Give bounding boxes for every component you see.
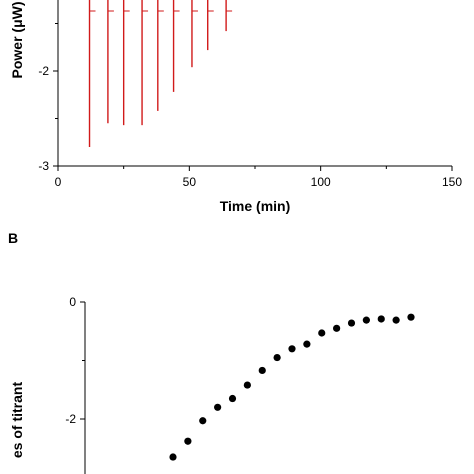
y-tick-label--2: -2 xyxy=(38,64,49,78)
data-point-14 xyxy=(362,316,370,324)
data-point-13 xyxy=(347,319,356,327)
panel-a: 0 50 100 150 -3 -2 Time (min) Power (μW) xyxy=(9,0,462,214)
y-tick-label--3: -3 xyxy=(38,159,49,173)
data-point-2 xyxy=(184,437,192,445)
data-point-9 xyxy=(288,345,296,353)
power-trace xyxy=(88,0,233,147)
panel-a-y-axis-title: Power (μW) xyxy=(9,1,25,78)
data-point-5 xyxy=(228,394,237,403)
titration-points xyxy=(169,313,415,461)
x-tick-label-0: 0 xyxy=(55,175,62,189)
x-tick-label-100: 100 xyxy=(311,175,331,189)
data-point-10 xyxy=(303,340,311,348)
data-point-11 xyxy=(318,329,326,337)
data-point-6 xyxy=(243,381,251,389)
data-point-1 xyxy=(169,453,177,461)
panel-a-x-axis-title: Time (min) xyxy=(220,198,291,214)
data-point-8 xyxy=(273,353,281,362)
data-point-7 xyxy=(258,366,266,375)
x-tick-label-150: 150 xyxy=(442,175,462,189)
panel-b-y-ticks: 0 -2 xyxy=(65,295,85,426)
data-point-16 xyxy=(392,316,400,324)
data-point-17 xyxy=(407,313,415,321)
panel-b: B 0 -2 es of titrant xyxy=(8,230,415,474)
data-point-12 xyxy=(333,324,341,332)
data-point-15 xyxy=(377,315,385,323)
b-y-tick-label--2: -2 xyxy=(65,412,76,426)
panel-a-x-ticks: 0 50 100 150 xyxy=(55,166,462,189)
b-y-tick-label-0: 0 xyxy=(69,295,76,309)
panel-a-y-ticks: -3 -2 xyxy=(38,23,58,173)
data-point-3 xyxy=(199,417,207,425)
data-point-4 xyxy=(214,403,222,411)
panel-b-letter: B xyxy=(8,230,18,246)
panel-b-y-axis-title: es of titrant xyxy=(9,382,25,459)
x-tick-label-50: 50 xyxy=(183,175,197,189)
